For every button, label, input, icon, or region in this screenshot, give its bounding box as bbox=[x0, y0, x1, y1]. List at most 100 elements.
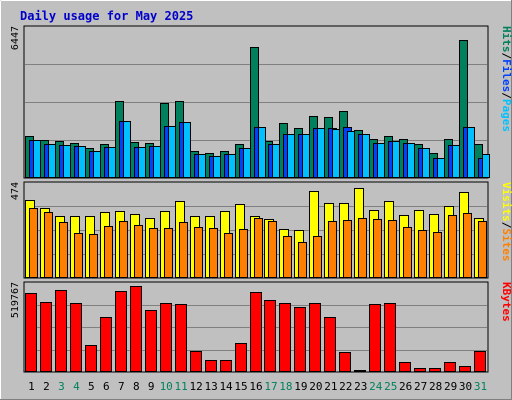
x-tick-day-15: 15 bbox=[234, 380, 247, 393]
hits-bar-pages-day-25 bbox=[392, 141, 400, 178]
kbytes-bar-kbytes-day-21 bbox=[324, 317, 336, 372]
x-tick-day-28: 28 bbox=[429, 380, 442, 393]
x-tick-day-22: 22 bbox=[339, 380, 352, 393]
hits-legend-hits: Hits bbox=[500, 26, 512, 53]
hits-bar-pages-day-26 bbox=[407, 143, 415, 178]
x-tick-day-4: 4 bbox=[73, 380, 80, 393]
visits-bar-sites-day-7 bbox=[119, 221, 128, 278]
x-tick-day-23: 23 bbox=[354, 380, 367, 393]
hits-bar-pages-day-10 bbox=[168, 126, 176, 178]
hits-bar-pages-day-4 bbox=[78, 146, 86, 178]
hits-bar-pages-day-7 bbox=[123, 121, 131, 178]
x-tick-day-10: 10 bbox=[160, 380, 173, 393]
kbytes-bar-kbytes-day-24 bbox=[369, 304, 381, 372]
kbytes-bar-kbytes-day-26 bbox=[399, 362, 411, 372]
kbytes-legend-kbytes: KBytes bbox=[500, 282, 512, 322]
hits-bar-pages-day-6 bbox=[108, 147, 116, 178]
kbytes-bar-kbytes-day-4 bbox=[70, 303, 82, 372]
kbytes-bar-kbytes-day-18 bbox=[279, 303, 291, 372]
hits-bar-pages-day-18 bbox=[287, 134, 295, 178]
hits-bar-pages-day-24 bbox=[377, 143, 385, 178]
hits-bar-pages-day-2 bbox=[48, 144, 56, 178]
visits-panel: 474 Visits/Sites bbox=[10, 181, 512, 279]
visits-bar-sites-day-25 bbox=[388, 220, 397, 278]
visits-max-label: 474 bbox=[10, 182, 21, 200]
x-tick-day-3: 3 bbox=[58, 380, 65, 393]
visits-bar-sites-day-21 bbox=[328, 221, 337, 278]
visits-bar-sites-day-8 bbox=[134, 225, 143, 278]
x-tick-day-26: 26 bbox=[399, 380, 412, 393]
hits-bar-pages-day-19 bbox=[302, 134, 310, 178]
visits-bar-sites-day-30 bbox=[463, 213, 472, 278]
visits-series-sites bbox=[29, 208, 487, 278]
hits-bar-pages-day-14 bbox=[228, 154, 236, 178]
hits-bar-pages-day-31 bbox=[482, 154, 490, 178]
visits-bar-sites-day-2 bbox=[44, 212, 53, 278]
kbytes-bar-kbytes-day-20 bbox=[309, 303, 321, 372]
x-tick-day-6: 6 bbox=[103, 380, 110, 393]
hits-bar-pages-day-17 bbox=[272, 144, 280, 178]
hits-bar-pages-day-20 bbox=[317, 128, 325, 178]
hits-bar-pages-day-30 bbox=[467, 127, 475, 178]
visits-bar-sites-day-26 bbox=[403, 227, 412, 278]
visits-bar-sites-day-27 bbox=[418, 230, 427, 278]
visits-bar-sites-day-20 bbox=[313, 236, 322, 278]
kbytes-bar-kbytes-day-15 bbox=[235, 343, 247, 372]
kbytes-bar-kbytes-day-13 bbox=[205, 360, 217, 372]
hits-bar-pages-day-29 bbox=[452, 145, 460, 178]
hits-bar-pages-day-13 bbox=[213, 156, 221, 178]
x-tick-day-21: 21 bbox=[324, 380, 337, 393]
hits-bar-pages-day-27 bbox=[422, 148, 430, 178]
x-tick-day-9: 9 bbox=[148, 380, 155, 393]
kbytes-bar-kbytes-day-30 bbox=[459, 366, 471, 372]
hits-bar-pages-day-23 bbox=[362, 134, 370, 178]
hits-bar-pages-day-8 bbox=[138, 147, 146, 178]
visits-bar-sites-day-29 bbox=[448, 215, 457, 278]
visits-bar-sites-day-1 bbox=[29, 208, 38, 278]
kbytes-bar-kbytes-day-3 bbox=[55, 290, 67, 372]
hits-legend-files: Files bbox=[500, 59, 512, 92]
kbytes-bar-kbytes-day-5 bbox=[85, 345, 97, 372]
x-tick-day-16: 16 bbox=[249, 380, 262, 393]
hits-bar-pages-day-21 bbox=[332, 129, 340, 178]
visits-bar-sites-day-6 bbox=[104, 226, 113, 278]
kbytes-bar-kbytes-day-11 bbox=[175, 304, 187, 372]
x-tick-day-12: 12 bbox=[190, 380, 203, 393]
kbytes-bar-kbytes-day-31 bbox=[474, 351, 486, 372]
kbytes-bar-kbytes-day-23 bbox=[354, 370, 366, 372]
x-tick-day-20: 20 bbox=[309, 380, 322, 393]
hits-bar-pages-day-3 bbox=[63, 145, 71, 178]
x-tick-day-30: 30 bbox=[459, 380, 472, 393]
kbytes-bar-kbytes-day-14 bbox=[220, 360, 232, 372]
x-tick-day-18: 18 bbox=[279, 380, 292, 393]
x-tick-day-1: 1 bbox=[28, 380, 35, 393]
x-tick-day-29: 29 bbox=[444, 380, 457, 393]
hits-bar-pages-day-22 bbox=[347, 131, 355, 178]
visits-bar-sites-day-19 bbox=[298, 242, 307, 278]
visits-bar-sites-day-9 bbox=[149, 228, 158, 278]
visits-bar-sites-day-15 bbox=[239, 229, 248, 278]
x-tick-day-5: 5 bbox=[88, 380, 95, 393]
visits-bar-sites-day-24 bbox=[373, 219, 382, 278]
kbytes-max-label: 519767 bbox=[10, 282, 21, 318]
kbytes-panel: 519767 KBytes bbox=[10, 281, 512, 373]
visits-legend-sites: Sites bbox=[500, 228, 512, 261]
x-tick-day-19: 19 bbox=[294, 380, 307, 393]
visits-legend-sep-1: / bbox=[500, 222, 512, 229]
x-tick-day-25: 25 bbox=[384, 380, 397, 393]
hits-bar-pages-day-12 bbox=[198, 154, 206, 178]
kbytes-legend: KBytes bbox=[500, 282, 512, 322]
visits-bar-sites-day-5 bbox=[89, 234, 98, 278]
visits-bar-sites-day-14 bbox=[224, 233, 233, 278]
hits-legend-pages: Pages bbox=[500, 99, 512, 132]
visits-legend: Visits/Sites bbox=[500, 182, 512, 262]
visits-bar-sites-day-16 bbox=[254, 218, 263, 278]
hits-max-label: 6447 bbox=[10, 26, 21, 50]
visits-bar-sites-day-31 bbox=[478, 221, 487, 278]
hits-panel: 6447 Hits/Files/Pages bbox=[10, 25, 512, 179]
visits-bar-sites-day-28 bbox=[433, 232, 442, 278]
hits-bar-pages-day-11 bbox=[183, 122, 191, 178]
visits-bar-sites-day-3 bbox=[59, 222, 68, 278]
hits-bar-pages-day-15 bbox=[243, 148, 251, 178]
